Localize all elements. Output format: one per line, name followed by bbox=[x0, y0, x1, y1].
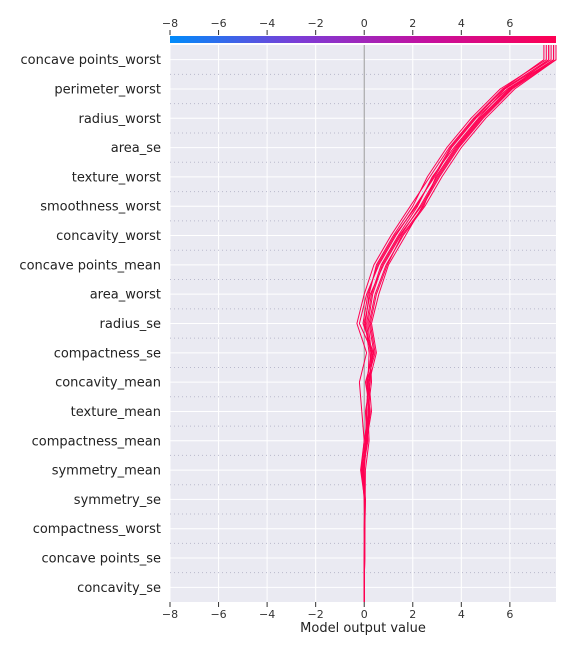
grid bbox=[169, 45, 556, 602]
bottom-tick-label: 4 bbox=[458, 608, 465, 621]
top-tick-label: 2 bbox=[409, 17, 416, 30]
feature-label: smoothness_worst bbox=[40, 200, 161, 215]
bottom-tick-label: −4 bbox=[259, 608, 275, 621]
feature-label: radius_se bbox=[100, 317, 161, 332]
feature-label: concavity_mean bbox=[55, 376, 161, 391]
bottom-tick-label: 6 bbox=[506, 608, 513, 621]
bottom-tick-label: −8 bbox=[162, 608, 178, 621]
top-x-axis: −8 −6 −4 −2 0 2 4 6 bbox=[162, 17, 513, 35]
top-tick-label: −2 bbox=[308, 17, 324, 30]
feature-label: perimeter_worst bbox=[54, 82, 161, 97]
bottom-tick-label: −6 bbox=[210, 608, 226, 621]
decision-line-9 bbox=[360, 45, 557, 602]
feature-label: compactness_worst bbox=[33, 522, 161, 537]
top-tick-label: 6 bbox=[506, 17, 513, 30]
feature-label: symmetry_se bbox=[74, 493, 161, 508]
bottom-tick-label: 0 bbox=[361, 608, 368, 621]
feature-label: texture_worst bbox=[72, 170, 161, 185]
top-tick-label: −4 bbox=[259, 17, 275, 30]
top-tick-label: −6 bbox=[210, 17, 226, 30]
bottom-tick-label: −2 bbox=[308, 608, 324, 621]
feature-label: compactness_mean bbox=[32, 434, 161, 449]
feature-label: concavity_worst bbox=[56, 229, 161, 244]
feature-label: concavity_se bbox=[77, 581, 161, 596]
decision-lines bbox=[356, 45, 557, 602]
feature-label: concave points_se bbox=[42, 552, 161, 567]
top-tick-label: −8 bbox=[162, 17, 178, 30]
feature-label: concave points_mean bbox=[19, 258, 161, 273]
x-axis-title: Model output value bbox=[300, 621, 426, 636]
feature-label: compactness_se bbox=[54, 346, 161, 361]
feature-label: area_se bbox=[111, 141, 161, 156]
bottom-tick-label: 2 bbox=[409, 608, 416, 621]
feature-label: concave points_worst bbox=[20, 53, 161, 68]
feature-label: radius_worst bbox=[79, 112, 162, 127]
feature-label: symmetry_mean bbox=[52, 464, 161, 479]
bottom-x-axis: −8 −6 −4 −2 0 2 4 6 bbox=[162, 602, 513, 621]
decision-line-10 bbox=[362, 45, 550, 602]
colorbar bbox=[170, 36, 556, 43]
top-tick-label: 4 bbox=[458, 17, 465, 30]
feature-label: area_worst bbox=[90, 288, 161, 303]
feature-labels: concave points_worst perimeter_worstradiu… bbox=[19, 53, 161, 596]
feature-label: texture_mean bbox=[71, 405, 161, 420]
top-tick-label: 0 bbox=[361, 17, 368, 30]
